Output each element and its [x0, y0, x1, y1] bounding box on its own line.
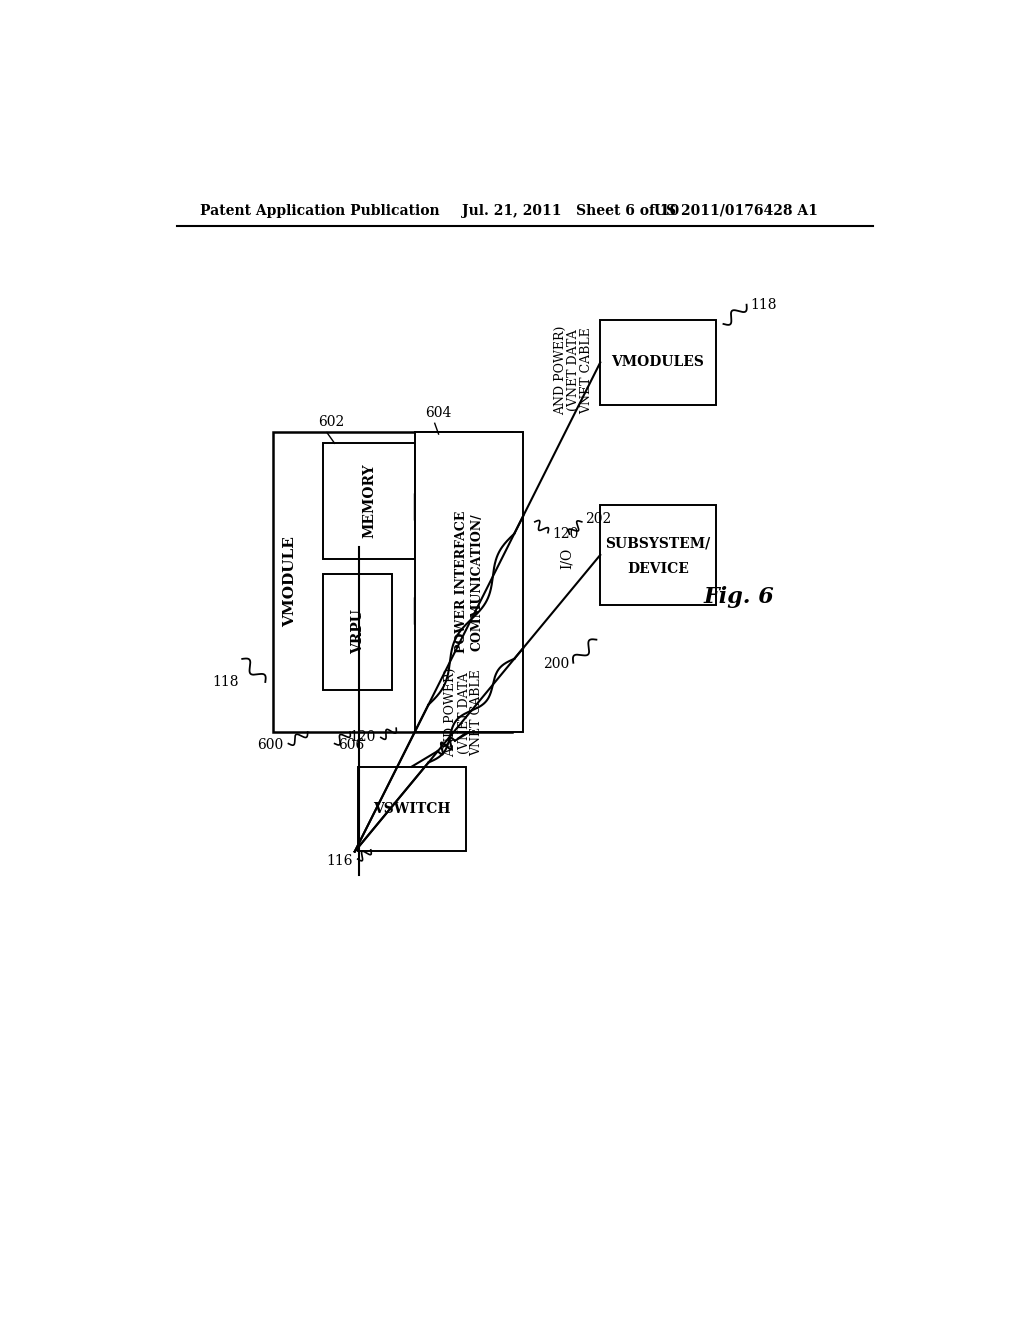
Text: VSWITCH: VSWITCH	[373, 803, 451, 816]
Text: AND POWER): AND POWER)	[554, 326, 566, 414]
Text: (VNET DATA: (VNET DATA	[567, 329, 580, 411]
Bar	[600, 506, 716, 605]
Text: VNET CABLE: VNET CABLE	[580, 327, 593, 413]
Text: VMODULE: VMODULE	[283, 536, 297, 627]
Text: 118: 118	[751, 298, 777, 312]
Text: 602: 602	[317, 416, 344, 429]
Text: US 2011/0176428 A1: US 2011/0176428 A1	[654, 203, 818, 218]
Text: 202: 202	[585, 512, 611, 525]
Text: 116: 116	[326, 854, 352, 867]
Text: COMMUNICATION/: COMMUNICATION/	[471, 513, 483, 651]
Text: 120: 120	[349, 730, 376, 744]
Text: (VNET DATA: (VNET DATA	[458, 672, 470, 754]
Bar	[414, 494, 425, 520]
Bar	[414, 597, 425, 624]
Bar	[323, 574, 392, 689]
Text: 606: 606	[339, 738, 365, 752]
Text: POWER INTERFACE: POWER INTERFACE	[455, 511, 468, 653]
Text: Jul. 21, 2011   Sheet 6 of 10: Jul. 21, 2011 Sheet 6 of 10	[462, 203, 679, 218]
Text: MEMORY: MEMORY	[362, 463, 376, 539]
Bar	[273, 432, 512, 733]
Bar	[600, 321, 716, 405]
Text: 604: 604	[425, 407, 452, 420]
Bar	[323, 444, 416, 558]
Text: VNET CABLE: VNET CABLE	[471, 669, 483, 756]
Text: Patent Application Publication: Patent Application Publication	[200, 203, 439, 218]
Text: VMODULES: VMODULES	[611, 355, 705, 370]
Text: DEVICE: DEVICE	[627, 562, 689, 576]
Bar	[357, 767, 466, 851]
Text: I/O: I/O	[560, 548, 574, 569]
Text: 600: 600	[257, 738, 283, 752]
Text: AND POWER): AND POWER)	[444, 668, 458, 758]
Bar	[416, 432, 523, 733]
Text: SUBSYSTEM/: SUBSYSTEM/	[605, 536, 711, 550]
Text: VRPU: VRPU	[350, 610, 365, 655]
Text: 200: 200	[543, 656, 569, 671]
Text: Fig. 6: Fig. 6	[703, 586, 774, 609]
Text: 118: 118	[212, 675, 239, 689]
Text: 120: 120	[553, 527, 579, 541]
